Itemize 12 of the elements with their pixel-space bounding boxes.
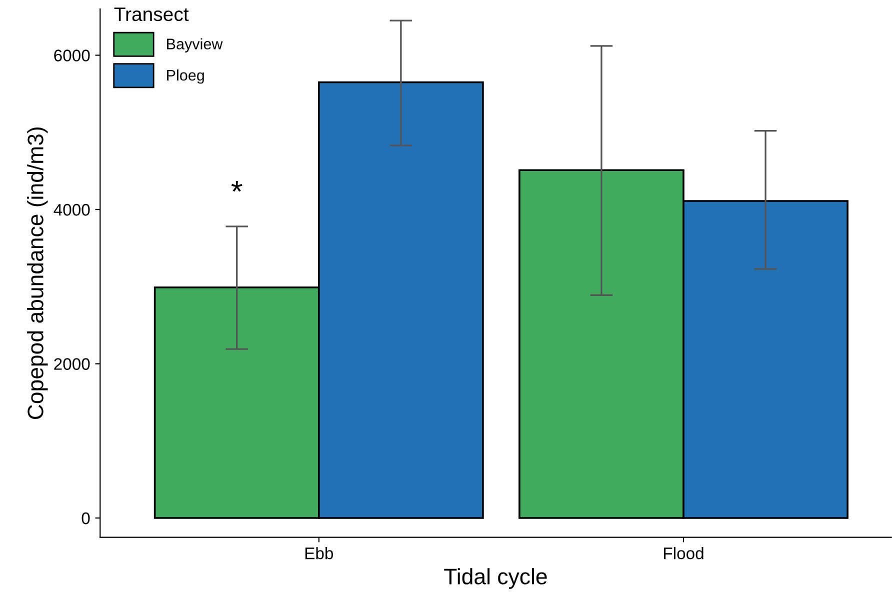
y-tick-label: 2000 [54, 358, 90, 370]
y-tick-label: 0 [82, 512, 90, 524]
annotation: * [231, 180, 242, 192]
legend-label: Bayview [167, 38, 223, 52]
legend-label: Ploeg [167, 69, 204, 84]
x-axis-title: Tidal cycle [444, 568, 547, 589]
x-tick-label: Flood [664, 547, 704, 560]
y-tick-label: 4000 [54, 204, 90, 216]
legend-title: Transect [114, 8, 189, 22]
x-tick-label: Ebb [305, 547, 334, 560]
y-axis-title: Copepod abundance (ind/m3) [27, 127, 48, 420]
y-tick-label: 6000 [54, 50, 90, 62]
